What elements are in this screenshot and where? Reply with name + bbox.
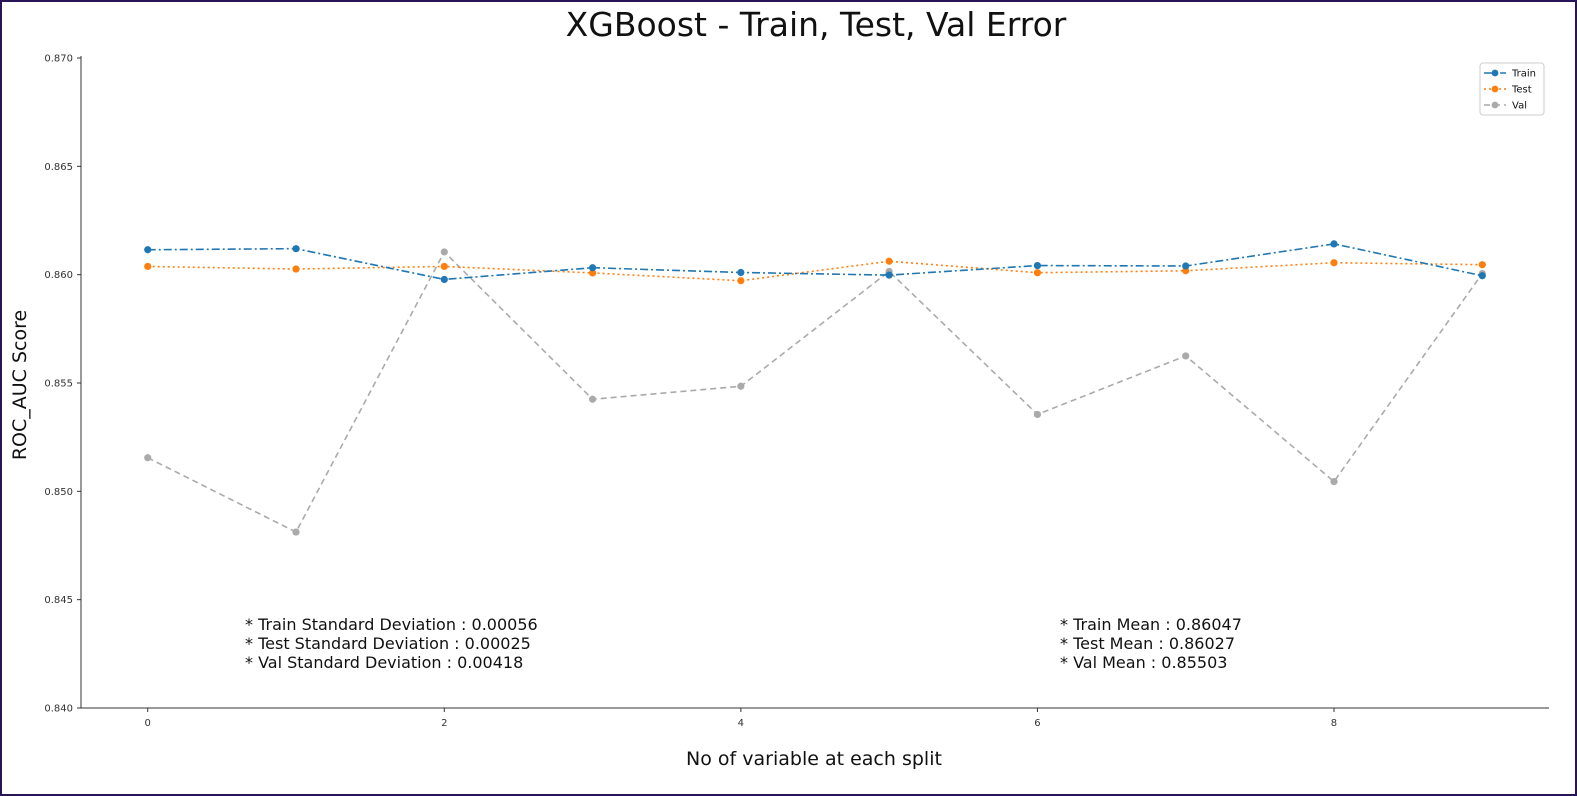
y-tick-label: 0.840 [44,704,73,715]
y-axis-title: ROC_AUC Score [9,310,31,460]
data-point-test [144,262,152,271]
data-point-train [1033,261,1042,270]
data-point-train [1478,272,1486,280]
data-point-test [588,269,597,277]
std-dev-note: * Train Standard Deviation : 0.00056 [245,615,538,634]
legend-label-train: Train [1511,69,1536,80]
data-point-test [292,265,300,273]
data-point-val [1033,410,1042,419]
x-axis-ticks: 0 2 4 6 8 [145,708,1337,729]
mean-annotations: * Train Mean : 0.86047* Test Mean : 0.86… [1060,615,1242,672]
data-point-val [440,248,448,256]
std-dev-annotations: * Train Standard Deviation : 0.00056* Te… [245,615,538,672]
data-point-test [737,277,745,285]
y-tick-label: 0.845 [44,595,73,606]
data-point-val [292,528,300,536]
data-point-train [440,275,448,284]
data-point-train [588,264,597,272]
data-point-train [1330,240,1338,248]
legend-label-val: Val [1512,101,1527,112]
data-point-train [292,245,300,253]
x-axis-title: No of variable at each split [686,748,942,770]
legend: Train Test Val [1479,62,1545,116]
y-tick-label: 0.850 [44,487,73,498]
y-tick-label: 0.865 [44,162,73,173]
x-tick-label: 8 [1331,718,1337,729]
series-line-test [147,260,1483,282]
y-axis-ticks: 0.840 0.845 0.850 0.855 0.860 0.865 0.870 [44,54,81,715]
legend-marker-train [1491,69,1499,77]
x-tick-label: 0 [145,718,151,729]
legend-marker-test [1491,85,1499,93]
data-point-train [885,271,893,279]
legend-marker-val [1491,101,1499,109]
data-point-train [144,246,152,254]
legend-label-test: Test [1511,85,1532,96]
series-line-train [147,243,1483,281]
chart-title: XGBoost - Train, Test, Val Error [566,5,1067,44]
y-tick-label: 0.855 [44,379,73,390]
data-point-val [737,382,745,390]
data-point-test [440,262,448,271]
data-point-test [885,257,893,265]
data-point-test [1330,259,1338,267]
data-point-train [1182,262,1190,270]
data-point-train [737,268,745,277]
mean-note: * Train Mean : 0.86047 [1060,615,1242,634]
x-tick-label: 6 [1034,718,1040,729]
x-tick-label: 4 [738,718,744,729]
std-dev-note: * Val Standard Deviation : 0.00418 [245,653,523,672]
data-point-test [1478,261,1486,269]
data-point-val [1182,352,1190,360]
data-point-test [1033,269,1042,277]
series-line-val [147,250,1483,534]
data-point-val [144,454,152,462]
std-dev-note: * Test Standard Deviation : 0.00025 [245,634,531,653]
mean-note: * Val Mean : 0.85503 [1060,653,1227,672]
data-point-val [1330,477,1338,486]
series-layer [144,240,1486,536]
y-tick-label: 0.870 [44,54,73,65]
y-tick-label: 0.860 [44,270,73,281]
mean-note: * Test Mean : 0.86027 [1060,634,1235,653]
data-point-val [588,395,597,403]
x-tick-label: 2 [441,718,447,729]
